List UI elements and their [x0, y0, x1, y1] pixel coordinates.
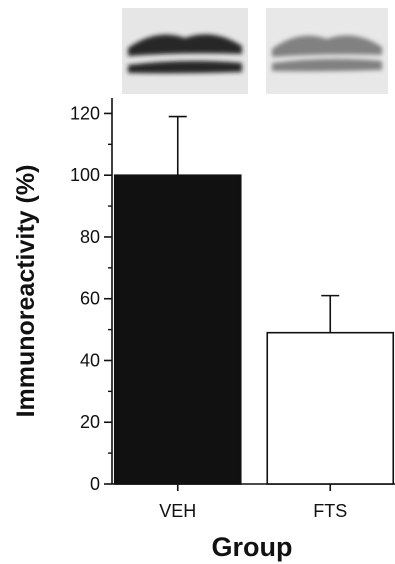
y-tick-label: 120 — [70, 103, 100, 123]
blot-band-upper-veh — [128, 34, 242, 56]
y-tick-label: 0 — [90, 474, 100, 494]
x-ticks: VEH FTS — [159, 484, 347, 521]
y-axis: 0 20 40 60 80 100 120 — [70, 98, 113, 494]
bars — [113, 174, 395, 485]
y-axis-title: Immunoreactivity (%) — [12, 165, 40, 418]
y-tick-label: 60 — [80, 289, 100, 309]
y-tick-label: 40 — [80, 350, 100, 370]
blot-band-upper-fts — [272, 35, 382, 57]
x-axis: VEH FTS — [112, 483, 395, 521]
x-tick-label: VEH — [159, 501, 196, 521]
y-tick-label: 20 — [80, 412, 100, 432]
x-tick-label: FTS — [313, 501, 347, 521]
blot-band-lower-fts — [272, 58, 382, 72]
bar-fts — [266, 331, 395, 485]
y-tick-label: 80 — [80, 227, 100, 247]
bar-veh — [113, 174, 242, 485]
y-tick-label: 100 — [70, 165, 100, 185]
blot-inset — [122, 8, 388, 94]
blot-bands — [128, 34, 382, 74]
error-bars — [168, 115, 340, 333]
blot-band-lower-veh — [128, 60, 242, 74]
x-axis-title: Group — [212, 532, 293, 562]
y-ticks: 0 20 40 60 80 100 120 — [70, 103, 112, 494]
